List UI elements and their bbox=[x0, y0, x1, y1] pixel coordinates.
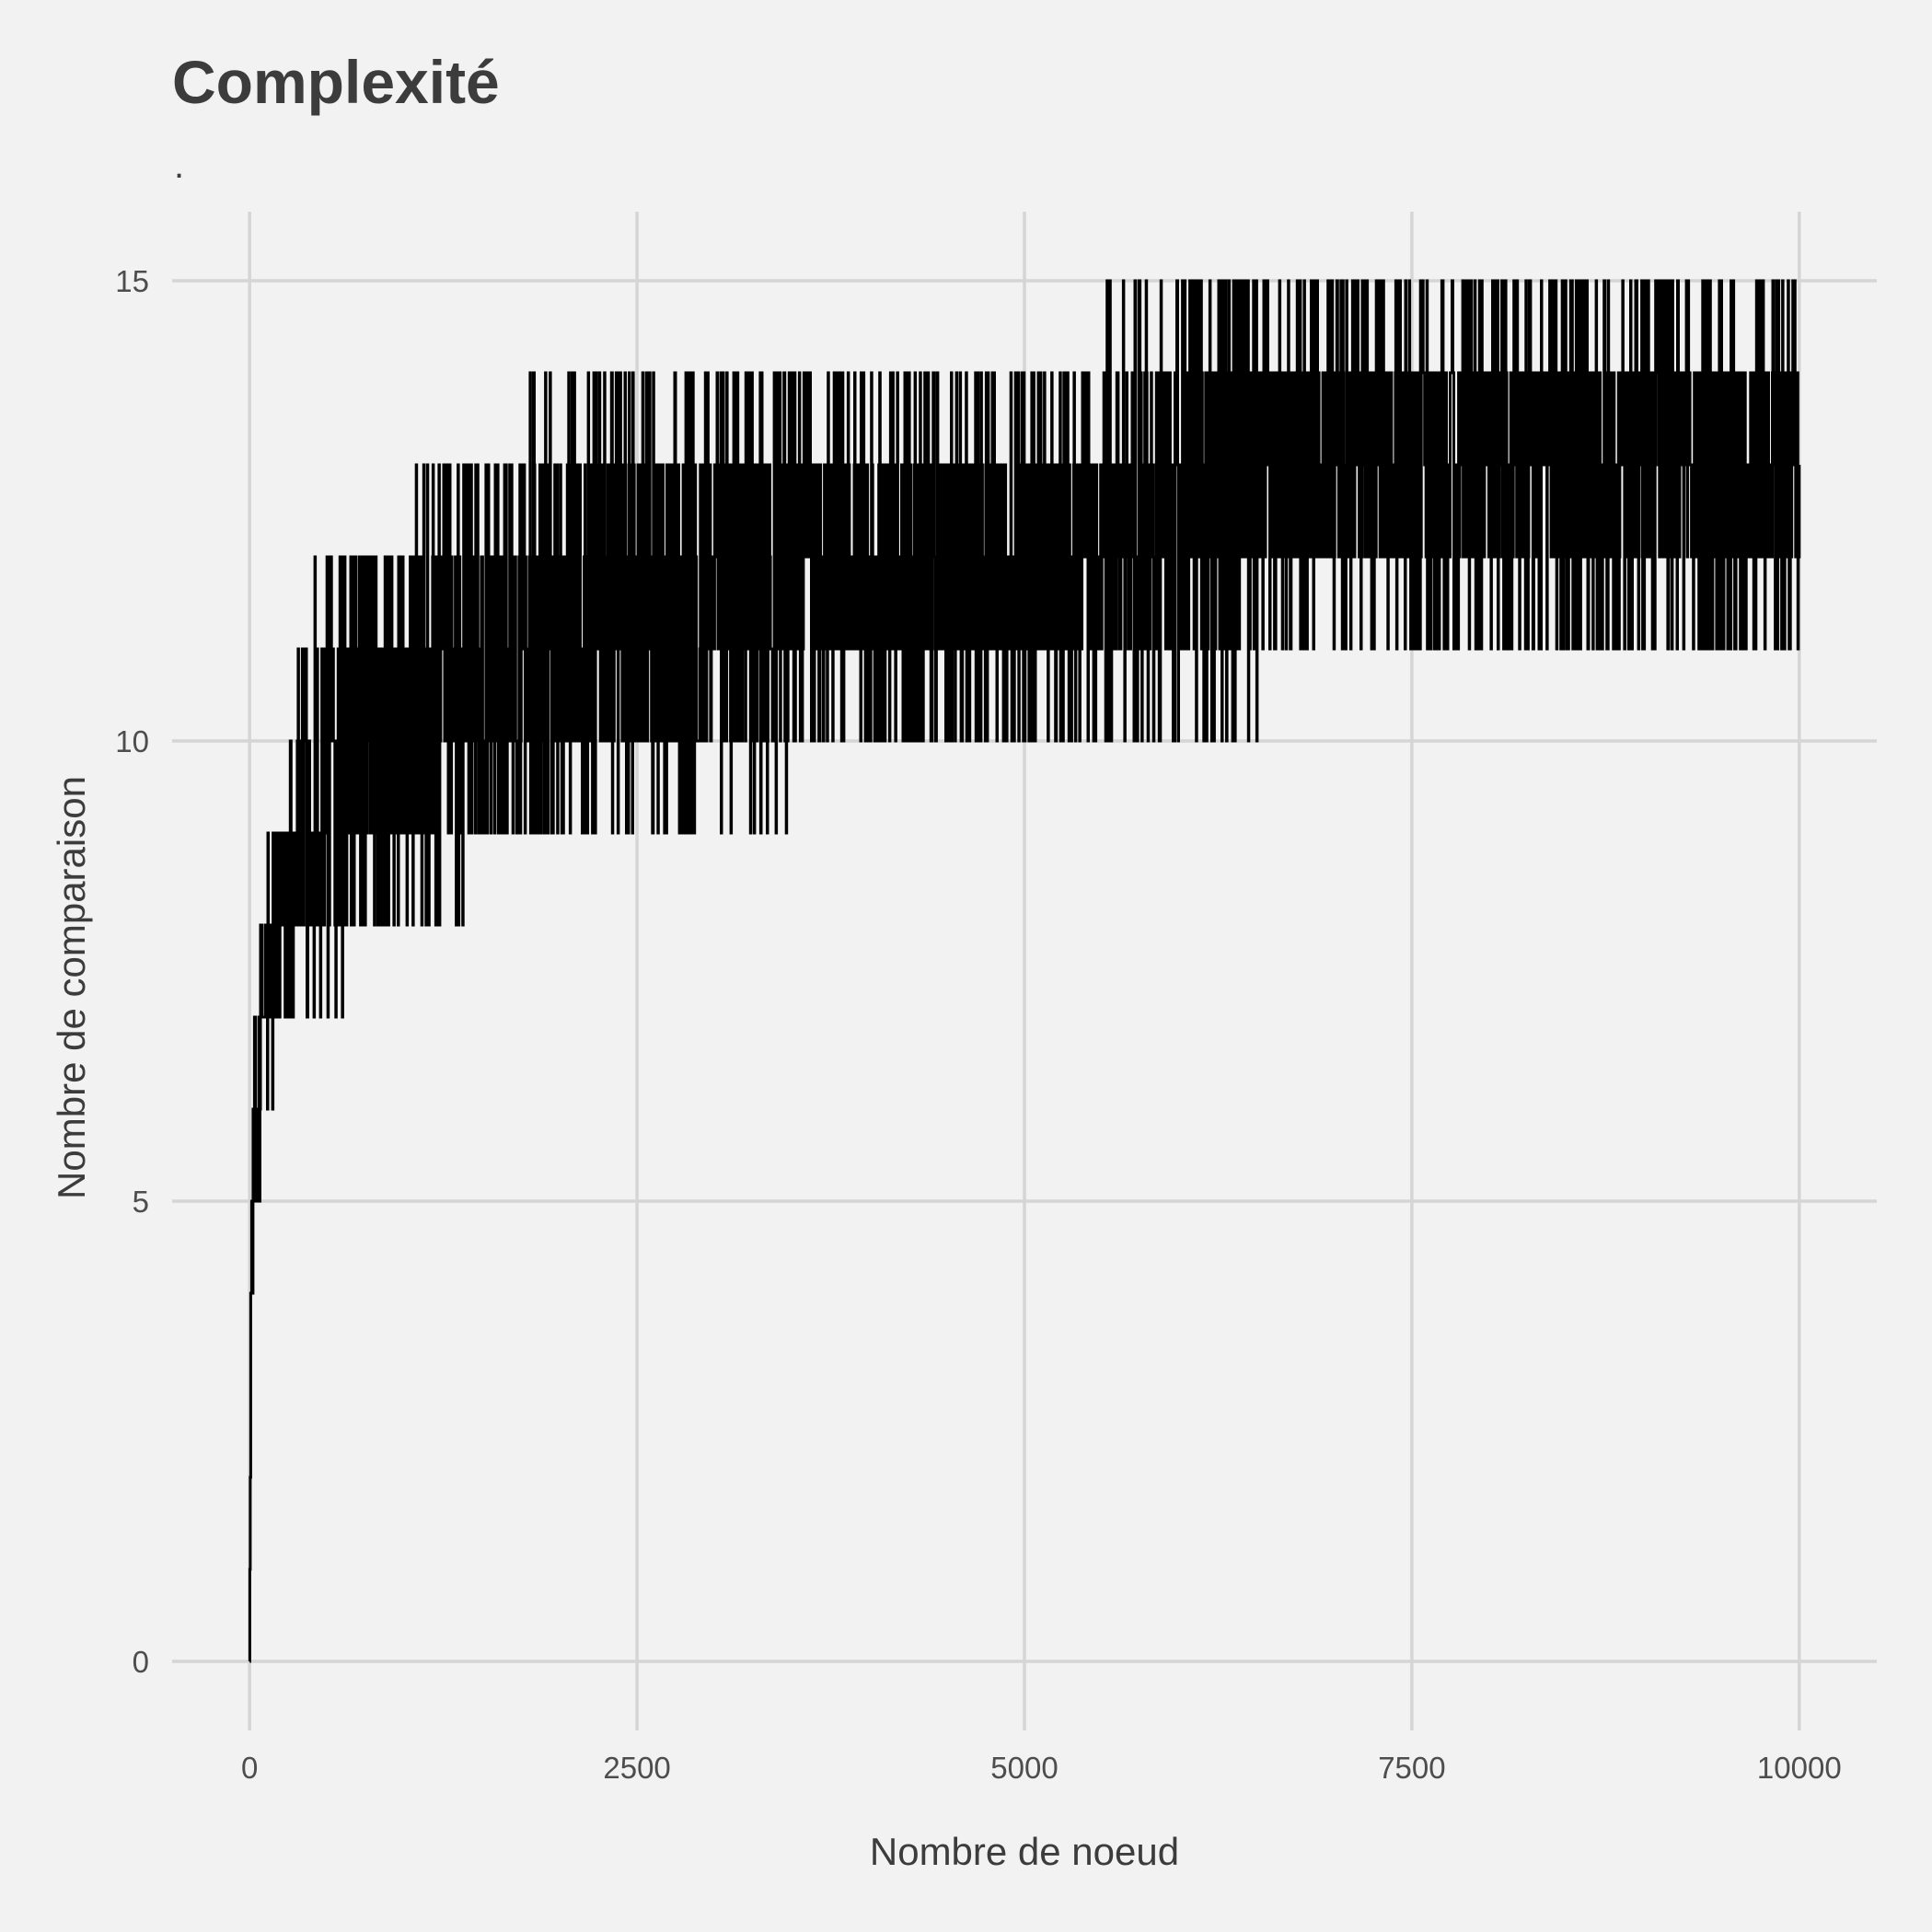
x-axis-label: Nombre de noeud bbox=[870, 1830, 1179, 1873]
tick-labels: 0 5 10 15 0 2500 5000 7500 10000 bbox=[115, 264, 1841, 1785]
x-tick-label-10000: 10000 bbox=[1757, 1751, 1842, 1785]
x-tick-label-2500: 2500 bbox=[603, 1751, 670, 1785]
x-tick-label-5000: 5000 bbox=[990, 1751, 1058, 1785]
chart-subtitle: . bbox=[174, 145, 184, 186]
y-tick-label-0: 0 bbox=[133, 1645, 149, 1679]
x-tick-label-7500: 7500 bbox=[1378, 1751, 1445, 1785]
x-tick-label-0: 0 bbox=[241, 1751, 258, 1785]
series-line-0 bbox=[248, 279, 1801, 1663]
chart-title: Complexité bbox=[172, 48, 500, 116]
data-series bbox=[248, 279, 1801, 1663]
y-axis-label: Nombre de comparaison bbox=[50, 776, 93, 1199]
y-tick-label-5: 5 bbox=[133, 1185, 149, 1219]
y-tick-label-10: 10 bbox=[115, 724, 149, 758]
y-tick-label-15: 15 bbox=[115, 264, 149, 298]
